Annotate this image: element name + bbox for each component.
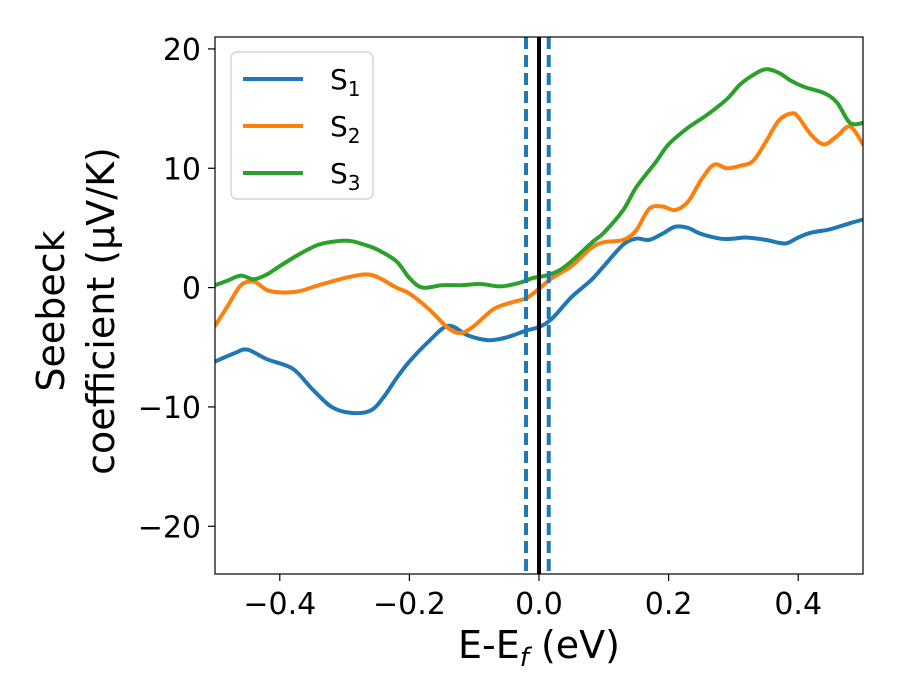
x-tick-label: −0.2 xyxy=(373,587,446,622)
y-axis-ticks: −20 −10 0 10 20 xyxy=(138,33,215,545)
legend-label-s3: S3 xyxy=(330,157,361,195)
x-axis-ticks: −0.4 −0.2 0.0 0.2 0.4 xyxy=(243,574,822,622)
x-tick-label: −0.4 xyxy=(243,587,316,622)
series-line-s2 xyxy=(215,111,863,336)
x-axis-label-main: E-E xyxy=(458,623,520,667)
series-line-s3 xyxy=(215,67,863,290)
x-tick-label: 0.4 xyxy=(774,587,822,622)
y-axis-label: Seebeck coefficient (μV/K) xyxy=(29,147,123,475)
series-line-s1 xyxy=(215,217,863,416)
y-tick-label: −10 xyxy=(138,391,201,426)
x-tick-label: 0.0 xyxy=(515,587,563,622)
y-axis-label-line2: coefficient (μV/K) xyxy=(79,147,123,475)
legend-label-s2: S2 xyxy=(330,110,361,148)
x-axis-label: E-Ef (eV) xyxy=(458,623,620,673)
y-axis-label-line1: Seebeck xyxy=(29,230,73,391)
reference-lines xyxy=(524,37,551,574)
y-tick-label: 20 xyxy=(163,33,201,68)
y-tick-label: −20 xyxy=(138,510,201,545)
y-tick-label: 0 xyxy=(182,272,201,307)
x-axis-label-unit: (eV) xyxy=(529,623,620,667)
legend-label-s1: S1 xyxy=(330,63,361,101)
y-tick-label: 10 xyxy=(163,152,201,187)
x-tick-label: 0.2 xyxy=(645,587,693,622)
series-layer xyxy=(215,67,863,416)
legend: S1 S2 S3 xyxy=(230,51,374,200)
